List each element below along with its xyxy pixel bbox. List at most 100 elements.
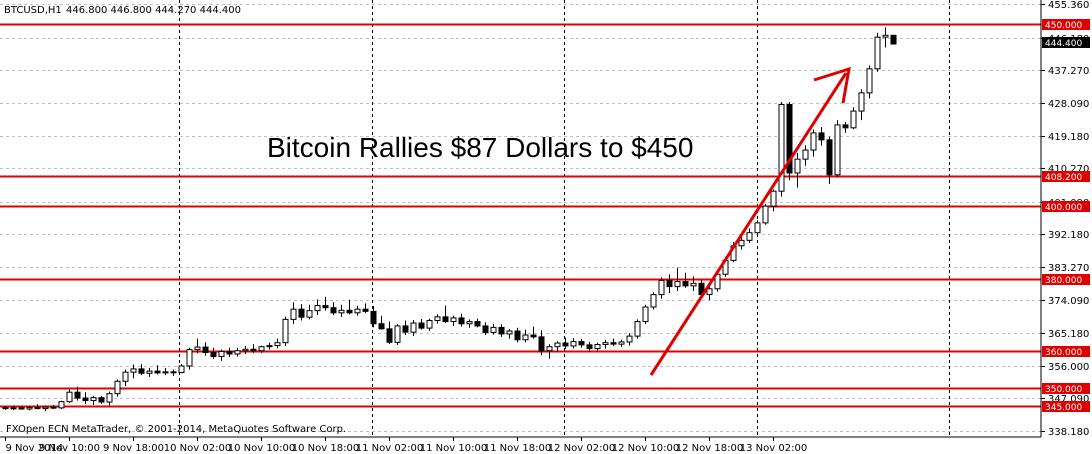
- candle-up: [266, 342, 273, 350]
- candle-down: [498, 324, 505, 337]
- candle-up: [410, 320, 417, 337]
- candle-body: [410, 322, 417, 333]
- candle-body: [490, 326, 497, 333]
- candle-body: [674, 281, 681, 288]
- candle-body: [418, 322, 425, 329]
- candle-down: [666, 274, 673, 294]
- candle-body: [874, 36, 881, 70]
- y-tick-label: 347.090: [1048, 394, 1089, 405]
- candle-body: [290, 308, 297, 320]
- y-axis: 455.360446.180437.270428.090419.180410.2…: [1041, 0, 1089, 438]
- candle-up: [778, 101, 785, 197]
- candle-up: [338, 304, 345, 317]
- candle-up: [354, 305, 361, 316]
- chart-footer: FXOpen ECN MetaTrader, © 2001-2014, Meta…: [6, 424, 346, 435]
- candle-up: [546, 344, 553, 359]
- candle-body: [738, 239, 745, 247]
- candle-body: [538, 336, 545, 352]
- x-tick-label: 10 Nov 10:00: [228, 443, 295, 454]
- candle-up: [770, 189, 777, 212]
- level-tag-bg: [1042, 401, 1090, 412]
- candle-body: [754, 222, 761, 234]
- candle-body: [274, 342, 281, 347]
- candle-down: [210, 347, 217, 359]
- level-price-tags: 450.000 408.200 400.000 380.000 360.000 350.0…: [1042, 19, 1090, 413]
- candle-up: [306, 304, 313, 320]
- candle-body: [642, 306, 649, 323]
- level-tag-bg: [1042, 19, 1090, 30]
- candle-up: [90, 395, 97, 405]
- candle-down: [474, 318, 481, 328]
- x-tick-label: 13 Nov 02:00: [740, 443, 807, 454]
- candle-up: [522, 329, 529, 343]
- grid-lines: [0, 4, 1041, 432]
- candle-body: [186, 349, 193, 367]
- level-tag-bg: [1042, 171, 1090, 182]
- candle-body: [506, 330, 513, 335]
- candle-down: [530, 326, 537, 339]
- candle-down: [2, 406, 9, 410]
- candle-body: [578, 341, 585, 346]
- candle-up: [554, 341, 561, 353]
- candle-body: [74, 391, 81, 399]
- candle-body: [322, 305, 329, 309]
- candle-body: [866, 68, 873, 94]
- candle-body: [130, 368, 137, 373]
- y-tick-label: 338.180: [1048, 427, 1089, 438]
- candle-body: [194, 346, 201, 351]
- x-tick-label: 10 Nov 02:00: [164, 443, 231, 454]
- candle-body: [258, 346, 265, 352]
- candle-up: [122, 369, 129, 387]
- y-tick-label: 392.180: [1048, 230, 1089, 241]
- candle-up: [42, 405, 49, 412]
- candle-body: [482, 325, 489, 333]
- candle-down: [370, 305, 377, 328]
- x-tick-label: 9 Nov 2014: [6, 443, 64, 454]
- candle-up: [658, 277, 665, 299]
- y-tick-label: 410.270: [1048, 164, 1089, 175]
- candle-up: [114, 379, 121, 397]
- candle-body: [450, 317, 457, 323]
- candle-up: [186, 347, 193, 370]
- candle-body: [690, 282, 697, 287]
- candle-down: [442, 305, 449, 324]
- candle-down: [226, 347, 233, 357]
- level-tag-label: 345.000: [1045, 403, 1082, 413]
- candle-body: [362, 308, 369, 312]
- current-price-label: 444.400: [1045, 39, 1082, 49]
- candle-down: [402, 320, 409, 336]
- candle-body: [122, 371, 129, 382]
- current-price-tag: 444.400: [1042, 37, 1090, 49]
- candle-body: [634, 321, 641, 337]
- candle-up: [570, 338, 577, 349]
- candle-down: [514, 327, 521, 343]
- candle-body: [810, 132, 817, 151]
- candle-down: [458, 313, 465, 327]
- candle-up: [674, 267, 681, 291]
- candle-body: [146, 370, 153, 374]
- candle-body: [770, 190, 777, 207]
- candle-down: [818, 127, 825, 146]
- candle-body: [818, 132, 825, 141]
- candle-down: [418, 319, 425, 330]
- candle-body: [138, 368, 145, 374]
- horizontal-levels: [0, 23, 1041, 408]
- candle-up: [10, 405, 17, 411]
- candle-down: [298, 304, 305, 321]
- candle-body: [346, 309, 353, 314]
- candle-down: [786, 101, 793, 181]
- candle-down: [578, 339, 585, 348]
- candle-body: [394, 325, 401, 343]
- candle-up: [858, 89, 865, 121]
- candle-body: [250, 348, 257, 352]
- candle-body: [370, 310, 377, 325]
- candle-body: [434, 316, 441, 321]
- candle-up: [602, 339, 609, 349]
- candle-body: [666, 279, 673, 288]
- candle-up: [282, 316, 289, 346]
- level-tag-label: 400.000: [1045, 203, 1082, 213]
- candle-up: [242, 345, 249, 354]
- candle-body: [98, 397, 105, 403]
- candle-body: [562, 342, 569, 347]
- candle-up: [650, 292, 657, 310]
